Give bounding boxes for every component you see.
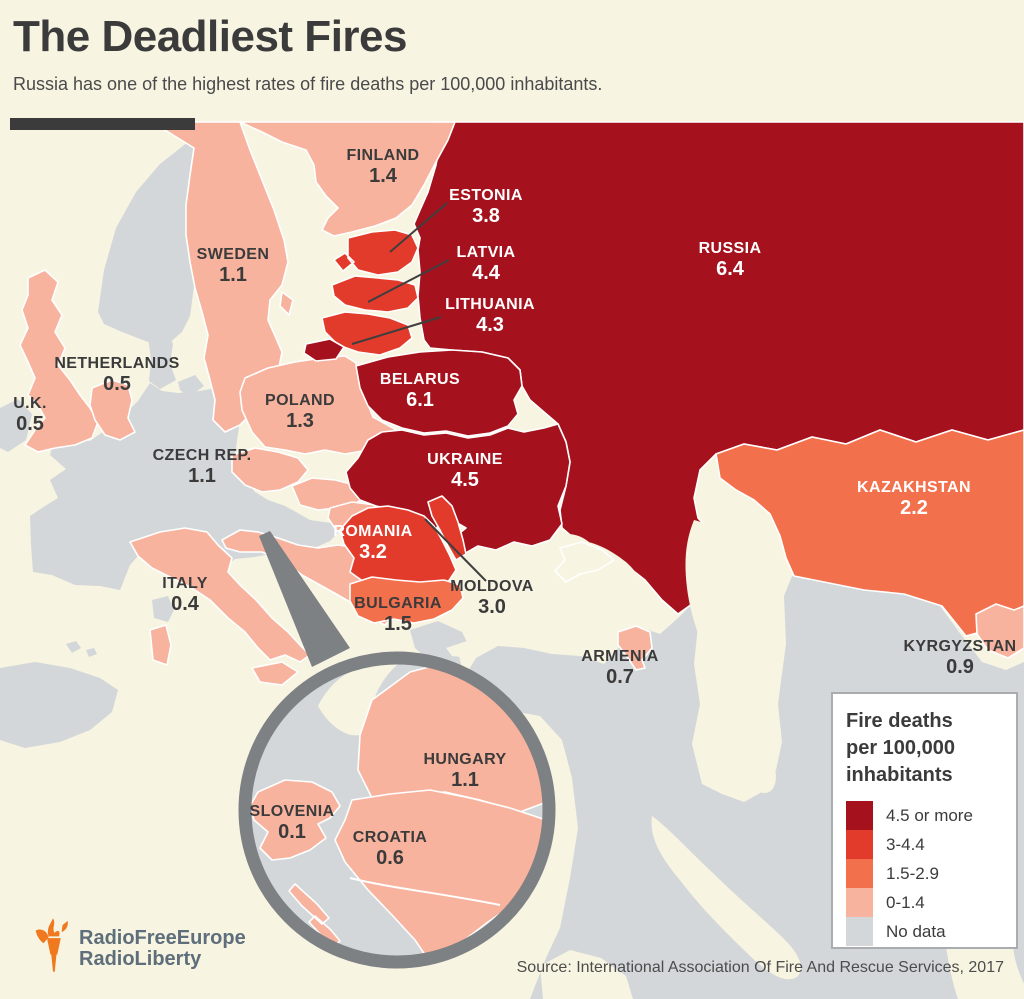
region-ireland	[0, 399, 32, 452]
legend-swatch-1.5-2.9	[846, 859, 873, 888]
legend-item: 4.5 or more	[846, 801, 1016, 830]
rferl-wordmark-line1: RadioFreeEurope	[79, 927, 246, 949]
region-czech	[231, 447, 309, 493]
country-label-croatia: CROATIA 0.6	[352, 828, 428, 869]
inset-border-croatia-bosnia	[349, 877, 501, 906]
country-label-kazakhstan: KAZAKHSTAN 2.2	[857, 478, 971, 519]
persian-gulf	[651, 816, 801, 980]
country-label-sweden: SWEDEN 1.1	[196, 245, 270, 286]
region-kaliningrad	[303, 338, 345, 362]
country-label-netherlands: NETHERLANDS 0.5	[54, 354, 180, 395]
rferl-wordmark-line2: RadioLiberty	[79, 948, 202, 970]
caspian-sea	[685, 520, 776, 793]
country-label-uk: U.K. 0.5	[13, 394, 47, 435]
country-label-hungary: HUNGARY 1.1	[423, 750, 507, 791]
rferl-wordmark: RadioFreeEurope RadioLiberty	[79, 928, 246, 970]
region-armenia	[617, 625, 653, 671]
rferl-logo: RadioFreeEurope RadioLiberty	[34, 908, 246, 982]
region-corsica	[152, 596, 174, 622]
country-label-ukraine: UKRAINE 4.5	[427, 450, 503, 491]
country-label-lithuania: LITHUANIA 4.3	[445, 295, 535, 336]
region-crimea	[554, 541, 615, 583]
page-subtitle: Russia has one of the highest rates of f…	[13, 74, 603, 95]
legend-item: 3-4.4	[846, 830, 1016, 859]
region-balearics	[66, 641, 97, 657]
country-label-moldova: MOLDOVA 3.0	[450, 577, 534, 618]
legend-item: 1.5-2.9	[846, 859, 1016, 888]
region-moldova	[427, 495, 467, 561]
region-sicily	[251, 661, 299, 686]
region-netherlands	[89, 379, 136, 441]
legend-item: 0-1.4	[846, 888, 1016, 917]
rferl-torch-icon	[35, 918, 68, 972]
region-sardinia	[149, 624, 172, 666]
legend-swatch-no-data	[846, 917, 873, 946]
magnifier-ring	[238, 651, 556, 969]
country-label-italy: ITALY 0.4	[162, 574, 208, 615]
title-accent-bar	[10, 118, 195, 130]
region-uk	[19, 269, 99, 453]
source-attribution: Source: International Association Of Fir…	[516, 959, 1004, 976]
magnifier-handle	[259, 531, 350, 667]
country-label-czech: CZECH REP. 1.1	[152, 446, 252, 487]
country-label-bulgaria: BULGARIA 1.5	[354, 594, 442, 635]
leader-line-estonia	[389, 202, 448, 253]
region-gotland	[279, 291, 294, 316]
country-label-belarus: BELARUS 6.1	[379, 370, 461, 411]
inset-region-croatia-bosnia	[334, 789, 543, 956]
country-label-poland: POLAND 1.3	[265, 391, 335, 432]
magnifier-inset	[251, 664, 543, 956]
legend-title: Fire deaths per 100,000 inhabitants	[846, 710, 955, 786]
region-belarus	[355, 349, 523, 437]
country-label-kyrgyzstan: KYRGYZSTAN 0.9	[903, 637, 1017, 678]
country-label-latvia: LATVIA 4.4	[456, 243, 516, 284]
region-latvia	[331, 275, 419, 313]
leader-line-lithuania	[351, 316, 442, 345]
leader-line-moldova	[424, 518, 487, 582]
leader-lines	[351, 202, 487, 582]
legend-item: No data	[846, 917, 1016, 946]
legend-swatch-0-1.4	[846, 888, 873, 917]
country-label-slovenia: SLOVENIA 0.1	[249, 802, 335, 843]
country-label-estonia: ESTONIA 3.8	[449, 186, 523, 227]
country-label-finland: FINLAND 1.4	[346, 146, 420, 187]
header: The Deadliest Fires Russia has one of th…	[13, 12, 603, 95]
legend-swatch-4.5-or-more	[846, 801, 873, 830]
legend-rows: 4.5 or more 3-4.4 1.5-2.9 0-1.4 No data	[846, 801, 1016, 946]
country-label-armenia: ARMENIA 0.7	[581, 647, 659, 688]
region-bulgaria	[349, 576, 464, 624]
region-finland	[239, 121, 456, 237]
legend-swatch-3-4.4	[846, 830, 873, 859]
east-mediterranean-cream	[540, 950, 633, 999]
page-title: The Deadliest Fires	[13, 12, 407, 61]
region-kyrgyzstan	[975, 603, 1024, 659]
leader-line-latvia	[367, 259, 450, 303]
sea-of-marmara	[446, 640, 486, 658]
region-estonia	[333, 229, 419, 276]
inset-cream-area	[318, 664, 398, 736]
region-denmark	[148, 328, 204, 397]
country-label-romania: ROMANIA 3.2	[333, 522, 413, 563]
region-greece	[410, 621, 470, 686]
region-romania	[339, 505, 457, 588]
inset-region-slovenia	[251, 779, 341, 861]
region-iberia	[0, 662, 118, 748]
map-legend: Fire deaths per 100,000 inhabitants 4.5 …	[831, 692, 1018, 949]
country-label-russia: RUSSIA 6.4	[698, 239, 762, 280]
